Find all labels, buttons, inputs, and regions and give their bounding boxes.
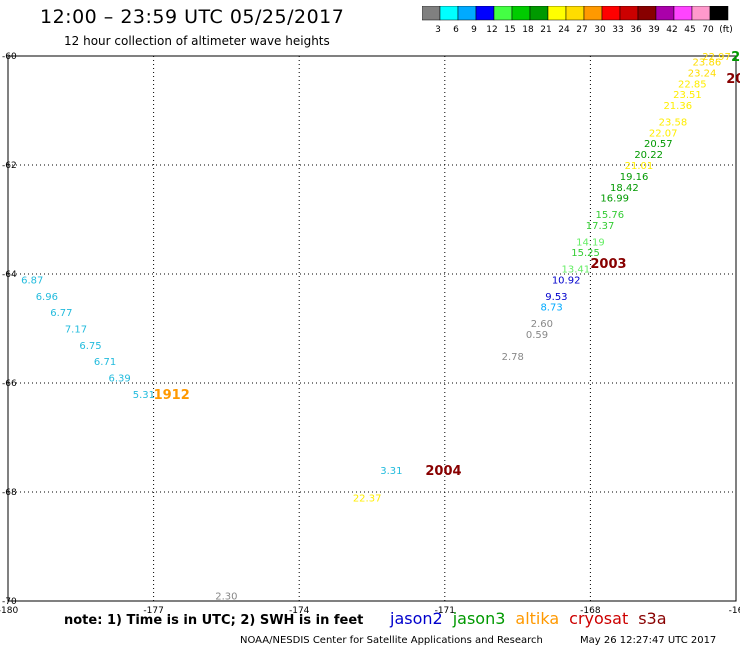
- wave-height-point: 2.30: [215, 592, 237, 603]
- wave-height-point: 23.24: [688, 68, 717, 79]
- pass-time-label: 2004: [425, 464, 461, 479]
- y-tick-label: -60: [2, 52, 17, 62]
- y-tick-label: -68: [2, 488, 17, 498]
- pass-time-label: 20: [726, 72, 740, 87]
- mission-jason2: jason2: [390, 609, 443, 628]
- mission-s3a: s3a: [638, 609, 667, 628]
- wave-height-point: 6.71: [94, 357, 116, 368]
- scale-label: 42: [666, 25, 677, 35]
- wave-height-point: 2.60: [531, 319, 553, 330]
- wave-height-point: 16.99: [600, 194, 629, 205]
- scale-swatch: [709, 6, 729, 21]
- scale-label: 21: [540, 25, 551, 35]
- scale-label: 39: [648, 25, 660, 35]
- wave-height-point: 21.36: [663, 101, 692, 112]
- scale-label: 9: [471, 25, 477, 35]
- scale-label: (ft): [719, 25, 732, 35]
- page-title: 12:00 – 23:59 UTC 05/25/2017: [40, 6, 345, 28]
- wave-height-point: 13.41: [562, 265, 591, 276]
- pass-time-label: 1912: [154, 388, 190, 403]
- x-tick-label: -177: [143, 606, 163, 616]
- wave-height-point: 22.07: [649, 128, 678, 139]
- wave-height-point: 5.31: [133, 390, 155, 401]
- wave-height-point: 6.75: [79, 341, 101, 352]
- y-tick-label: -70: [2, 597, 17, 607]
- pass-time-label: 21: [731, 50, 740, 65]
- wave-height-point: 23.51: [673, 90, 702, 101]
- wave-height-point: 18.42: [610, 183, 639, 194]
- wave-height-point: 20.22: [634, 150, 663, 161]
- mission-cryosat: cryosat: [569, 609, 629, 628]
- wave-height-point: 0.59: [526, 330, 548, 341]
- scale-label: 36: [630, 25, 642, 35]
- credit-text: NOAA/NESDIS Center for Satellite Applica…: [240, 635, 543, 646]
- wave-height-point: 20.57: [644, 139, 673, 150]
- wave-height-point: 3.31: [380, 466, 402, 477]
- wave-height-point: 8.73: [540, 303, 562, 314]
- wave-height-point: 15.25: [571, 248, 600, 259]
- wave-height-point: 23.58: [659, 117, 688, 128]
- mission-altika: altika: [515, 609, 560, 628]
- wave-height-point: 6.39: [108, 374, 130, 385]
- wave-height-point: 21.01: [625, 161, 654, 172]
- color-scale-legend: 3 6 9 12 15 18 21 24 27 30 33 36 39 42 45 70 (ft): [422, 6, 732, 35]
- wave-height-point: 6.96: [36, 292, 58, 303]
- wave-height-point: 19.16: [620, 172, 649, 183]
- page-subtitle: 12 hour collection of altimeter wave hei…: [64, 34, 330, 48]
- wave-height-point: 22.97: [702, 52, 731, 63]
- scale-label: 45: [684, 25, 695, 35]
- plot-frame: [7, 55, 737, 602]
- x-tick-label: -171: [435, 606, 455, 616]
- wave-height-point: 17.37: [586, 221, 615, 232]
- y-tick-label: -64: [2, 270, 17, 280]
- x-tick-label: -168: [580, 606, 601, 616]
- x-tick-label: -16: [729, 606, 740, 616]
- wave-height-point: 15.76: [595, 210, 624, 221]
- wave-height-point: 10.92: [552, 275, 581, 286]
- y-tick-label: -62: [2, 161, 17, 171]
- x-tick-label: -174: [289, 606, 310, 616]
- units-note: note: 1) Time is in UTC; 2) SWH is in fe…: [64, 613, 364, 628]
- scale-label: 70: [702, 25, 714, 35]
- wave-height-point: 22.37: [353, 493, 382, 504]
- scale-label: 30: [594, 25, 606, 35]
- wave-height-point: 14.19: [576, 237, 605, 248]
- scale-label: 12: [486, 25, 497, 35]
- scale-label: 24: [558, 25, 570, 35]
- wave-height-point: 6.77: [50, 308, 72, 319]
- wave-height-point: 22.85: [678, 79, 707, 90]
- pass-time-label: 2003: [590, 257, 626, 272]
- x-tick-label: -180: [0, 606, 18, 616]
- scale-label: 15: [504, 25, 515, 35]
- scale-label: 27: [576, 25, 587, 35]
- generated-timestamp: May 26 12:27:47 UTC 2017: [580, 635, 717, 646]
- scale-label: 3: [435, 25, 441, 35]
- wave-height-point: 7.17: [65, 325, 87, 336]
- wave-height-point: 9.53: [545, 292, 567, 303]
- mission-jason3: jason3: [452, 609, 506, 628]
- scale-label: 18: [522, 25, 534, 35]
- y-tick-label: -66: [2, 379, 17, 389]
- wave-height-point: 23.86: [693, 57, 722, 68]
- wave-height-point: 2.78: [502, 352, 524, 363]
- scale-label: 6: [453, 25, 459, 35]
- wave-height-point: 6.87: [21, 275, 43, 286]
- scale-label: 33: [612, 25, 623, 35]
- mission-legend: jason2 jason3 altika cryosat s3a: [390, 609, 677, 628]
